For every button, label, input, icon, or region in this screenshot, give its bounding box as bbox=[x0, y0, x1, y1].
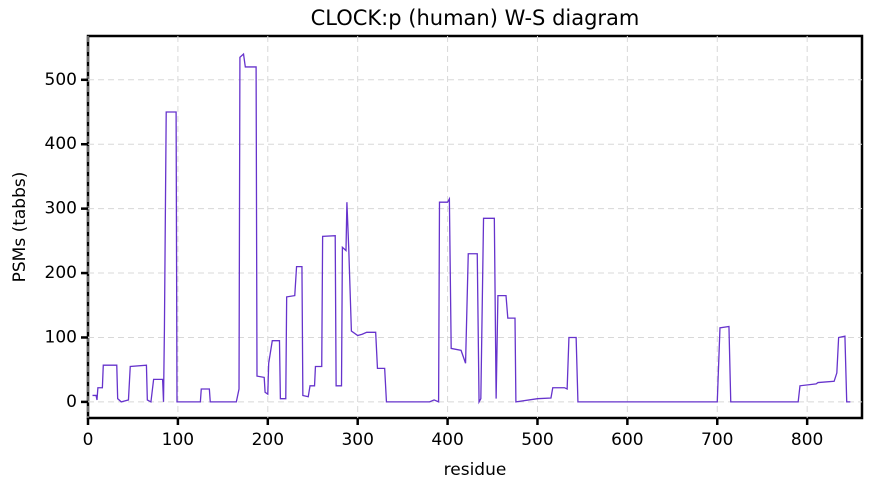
y-tick-label: 100 bbox=[45, 327, 77, 347]
x-tick-label: 200 bbox=[252, 430, 284, 450]
y-tick-label: 200 bbox=[45, 263, 77, 283]
x-tick-label: 300 bbox=[341, 430, 373, 450]
y-tick-label: 300 bbox=[45, 199, 77, 219]
x-tick-label: 100 bbox=[162, 430, 194, 450]
x-tick-label: 800 bbox=[791, 430, 823, 450]
y-axis-label: PSMs (tabbs) bbox=[10, 172, 30, 283]
plot-frame bbox=[86, 34, 864, 420]
data-line bbox=[92, 52, 851, 405]
x-tick-label: 600 bbox=[611, 430, 643, 450]
x-tick-label: 0 bbox=[83, 430, 94, 450]
y-tick-label: 500 bbox=[45, 70, 77, 90]
x-tick-label: 400 bbox=[431, 430, 463, 450]
marks: 0 100 200 300 400 500 600 700 800 0 100 200 300 400 50… bbox=[45, 52, 851, 450]
x-tick-label: 500 bbox=[521, 430, 553, 450]
chart-title: CLOCK:p (human) W-S diagram bbox=[311, 6, 640, 30]
grid bbox=[87, 36, 862, 418]
x-tick-label: 700 bbox=[701, 430, 733, 450]
y-tick-label: 0 bbox=[66, 392, 77, 412]
x-axis-label: residue bbox=[444, 460, 507, 480]
y-tick-label: 400 bbox=[45, 134, 77, 154]
